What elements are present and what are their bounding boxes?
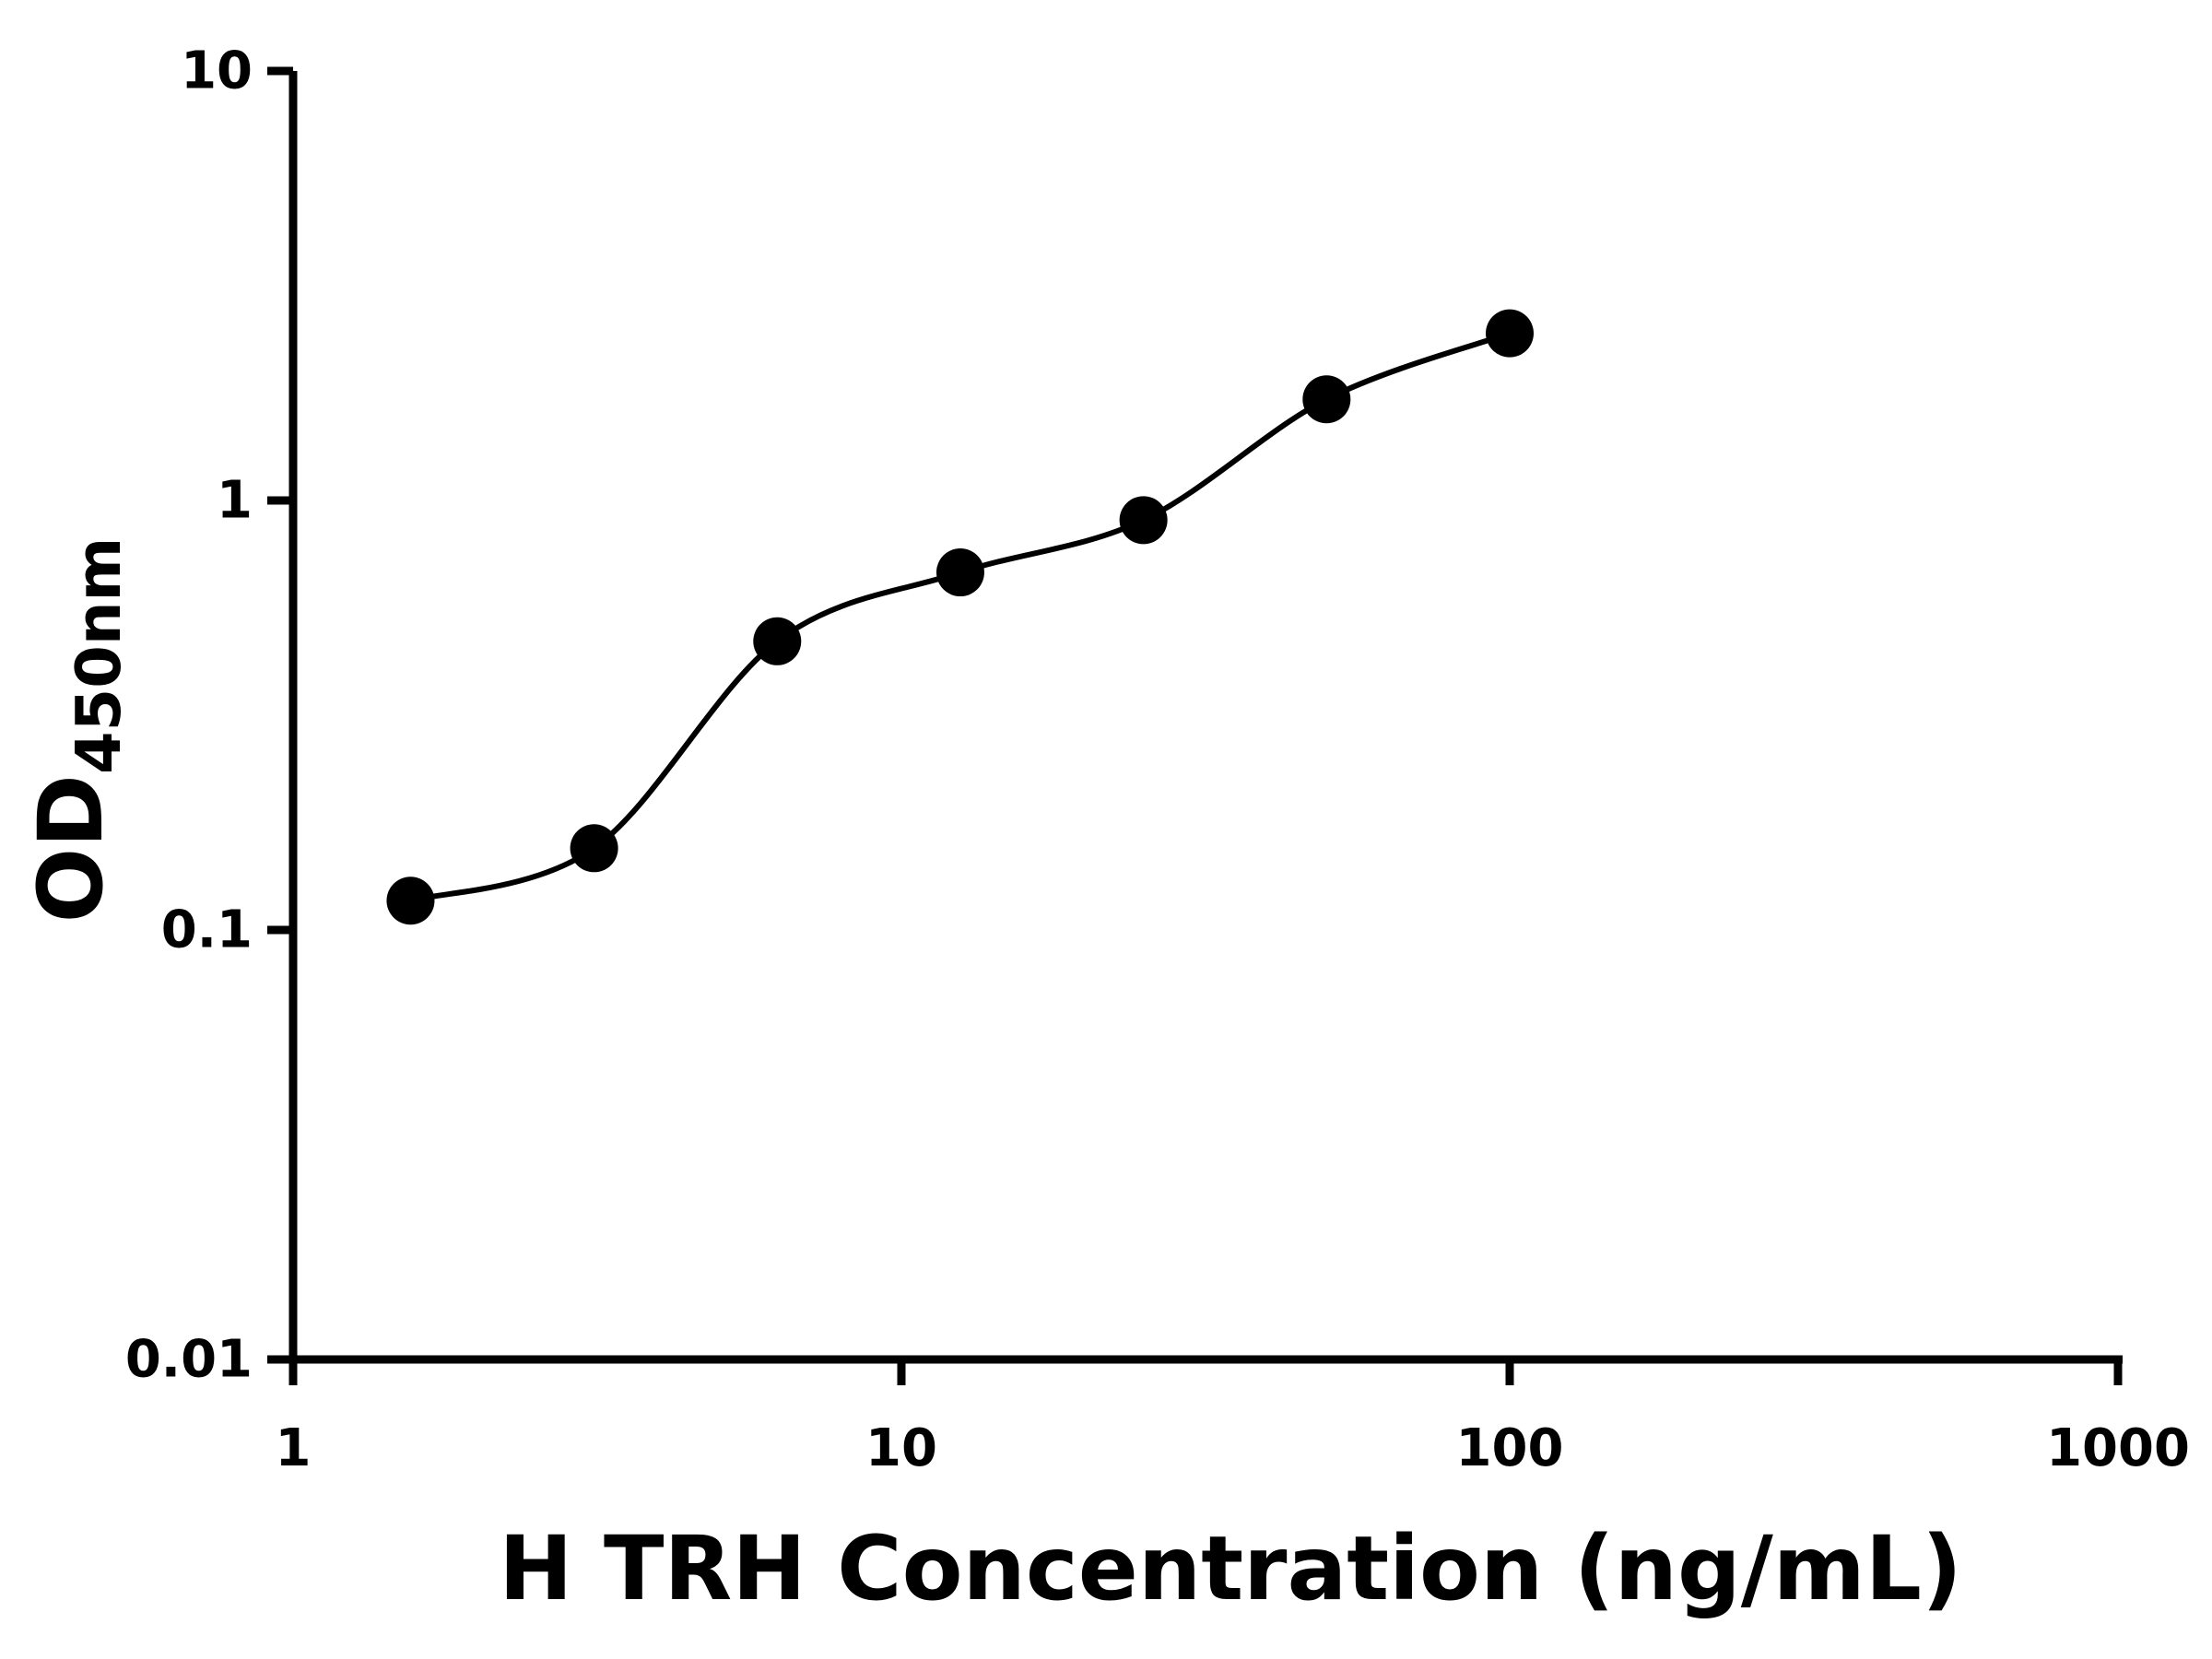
x-axis-title: H TRH Concentration (ng/mL) [499,1517,1962,1620]
x-tick-label: 100 [1456,1418,1564,1478]
data-points [386,309,1534,925]
data-point [1486,309,1534,358]
y-tick-label: 1 [217,471,253,531]
data-point [753,617,802,665]
x-tick-label: 1 [276,1418,312,1478]
data-point [570,824,618,873]
y-tick-label: 0.01 [125,1330,253,1390]
tick-labels: 1 10 100 1000 0.01 0.1 1 10 [125,41,2190,1479]
data-point [386,877,435,925]
x-tick-label: 10 [865,1418,937,1478]
axes [288,71,2123,1364]
ticks [267,66,2123,1385]
fit-curve-path [409,330,1512,904]
fit-curve [409,330,1512,904]
x-tick-label: 1000 [2046,1418,2190,1478]
y-tick-label: 10 [181,41,253,101]
data-point [1119,496,1168,545]
y-axis-title-main: OD [19,774,123,923]
y-tick-label: 0.1 [161,900,253,960]
data-point [935,548,984,597]
axis-spine [288,71,2123,1364]
y-axis-title: OD450nm [19,537,135,924]
data-point [1302,375,1351,424]
y-axis-title-subscript: 450nm [63,537,135,774]
